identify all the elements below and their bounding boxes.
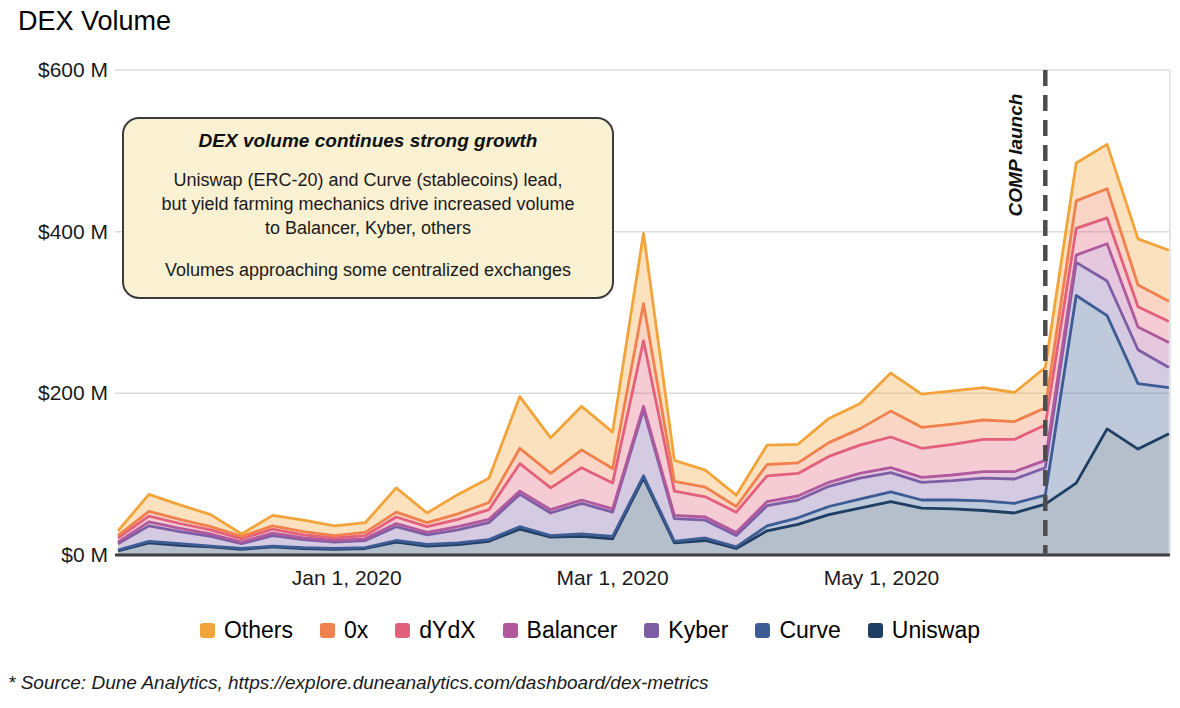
legend-label-dydx: dYdX (419, 617, 475, 644)
legend-item-uniswap: Uniswap (868, 617, 980, 644)
annotation-body-2: Volumes approaching some centralized exc… (138, 260, 598, 281)
legend-item-kyber: Kyber (644, 617, 728, 644)
uniswap-swatch (868, 623, 883, 638)
y-axis-tick-0: $0 M (8, 543, 108, 567)
annotation-title: DEX volume continues strong growth (138, 130, 598, 152)
legend-item-0x: 0x (320, 617, 368, 644)
y-axis-tick-600: $600 M (8, 58, 108, 82)
0x-swatch (320, 623, 335, 638)
legend-label-uniswap: Uniswap (892, 617, 980, 644)
legend-label-kyber: Kyber (668, 617, 728, 644)
annotation-body: Uniswap (ERC-20) and Curve (stablecoins)… (159, 169, 577, 240)
dydx-swatch (395, 623, 410, 638)
legend-label-curve: Curve (779, 617, 840, 644)
others-swatch (200, 623, 215, 638)
legend-item-curve: Curve (755, 617, 840, 644)
curve-swatch (755, 623, 770, 638)
legend-label-others: Others (224, 617, 293, 644)
legend-item-balancer: Balancer (503, 617, 618, 644)
y-axis-tick-400: $400 M (8, 219, 108, 243)
legend-item-dydx: dYdX (395, 617, 475, 644)
legend-item-others: Others (200, 617, 293, 644)
balancer-swatch (503, 623, 518, 638)
annotation-callout: DEX volume continues strong growth Unisw… (122, 117, 614, 299)
source-attribution: * Source: Dune Analytics, https://explor… (8, 672, 709, 694)
x-axis-tick-jan: Jan 1, 2020 (292, 566, 402, 590)
y-axis-tick-200: $200 M (8, 381, 108, 405)
x-axis-tick-mar: Mar 1, 2020 (557, 566, 669, 590)
chart-legend: Others 0x dYdX Balancer Kyber Curve Unis… (0, 617, 1180, 644)
kyber-swatch (644, 623, 659, 638)
stacked-area-chart (0, 0, 1180, 708)
legend-label-0x: 0x (344, 617, 368, 644)
dex-volume-slide: DEX Volume $600 M $400 M $200 M $0 M Jan… (0, 0, 1180, 708)
x-axis-tick-may: May 1, 2020 (824, 566, 940, 590)
comp-launch-label: COMP launch (1005, 90, 1029, 220)
legend-label-balancer: Balancer (527, 617, 618, 644)
